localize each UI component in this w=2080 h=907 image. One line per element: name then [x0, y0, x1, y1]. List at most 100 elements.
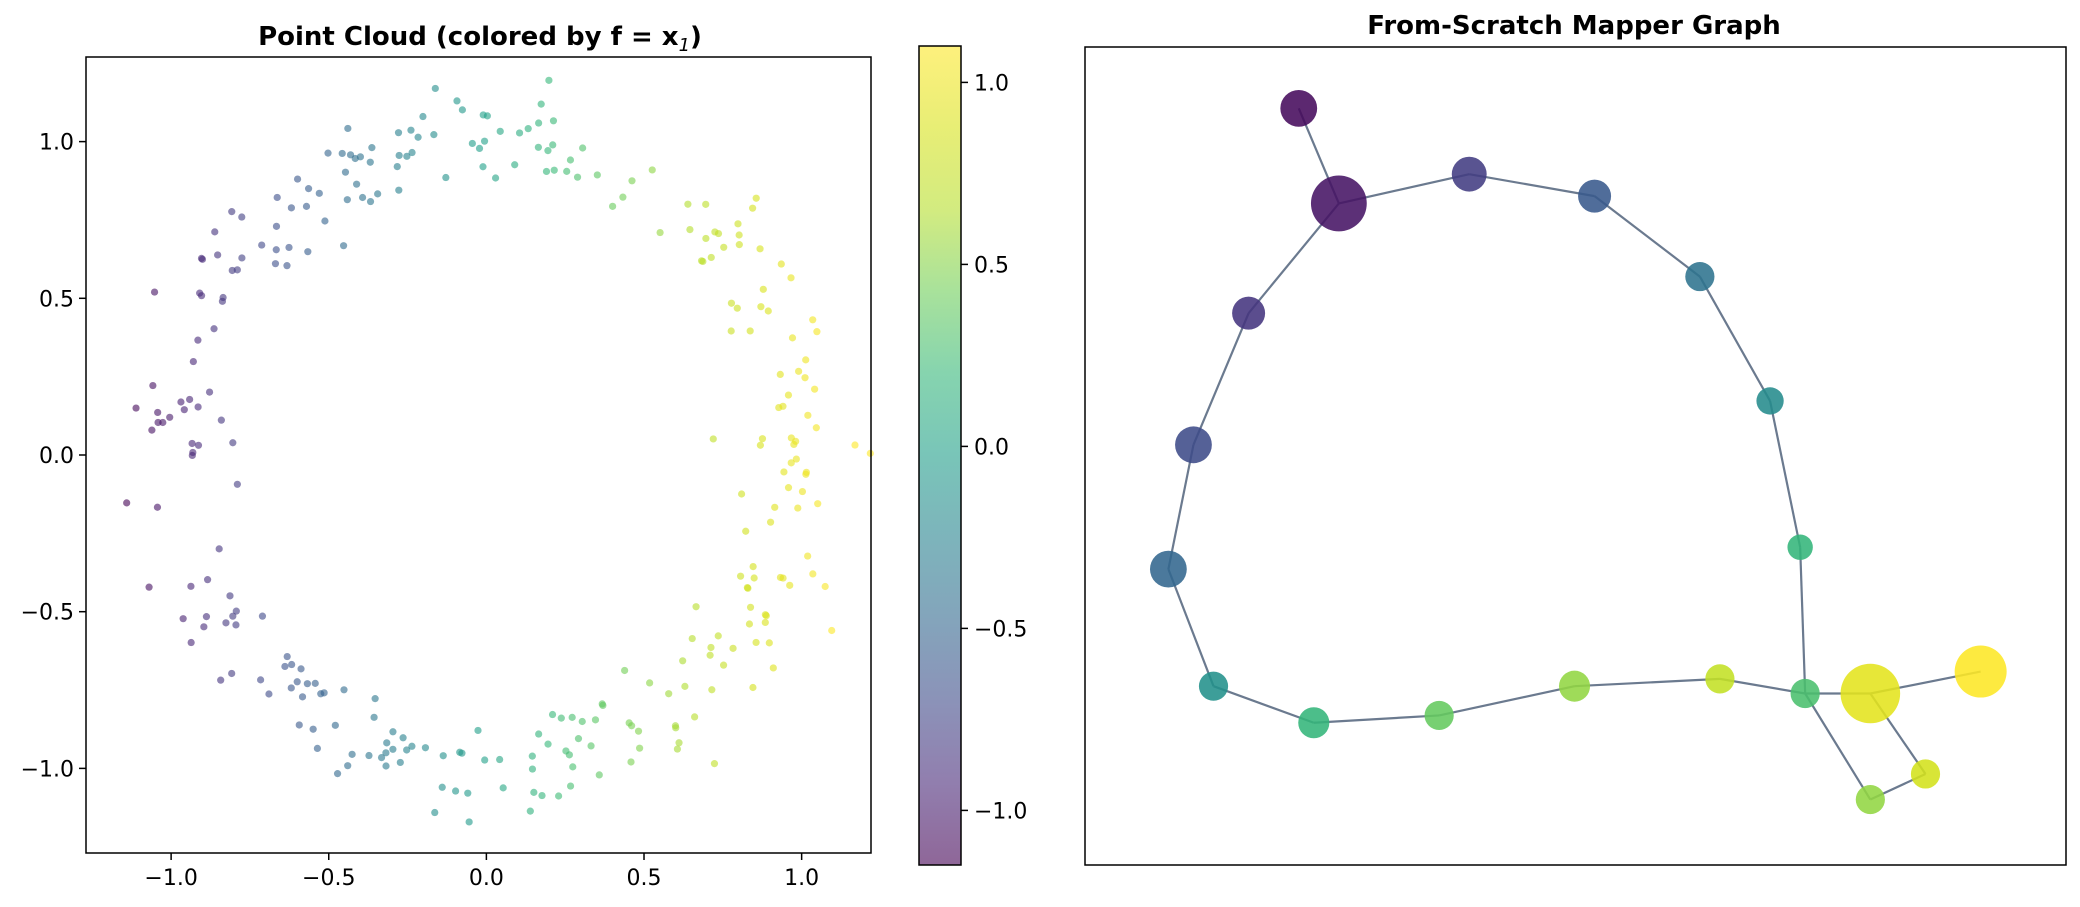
y-tick-label: 0.0	[39, 444, 74, 469]
scatter-point	[758, 435, 767, 443]
mapper-node	[1705, 664, 1735, 694]
scatter-point	[333, 770, 342, 778]
mapper-edge	[1593, 195, 1701, 278]
scatter-point	[179, 615, 187, 623]
mapper-edge	[1192, 312, 1250, 446]
scatter-point	[287, 204, 295, 212]
scatter-point	[491, 174, 500, 182]
scatter-point	[481, 756, 489, 764]
mapper-edge	[1213, 685, 1315, 724]
scatter-point	[324, 149, 332, 157]
scatter-point	[414, 133, 422, 141]
x-tick-label: −0.5	[302, 866, 355, 891]
mapper-title: From-Scratch Mapper Graph	[1367, 11, 1781, 41]
scatter-point	[344, 124, 352, 133]
scatter-point	[217, 416, 225, 424]
scatter-point	[419, 112, 427, 121]
scatter-point	[780, 468, 788, 476]
scatter-point	[709, 435, 717, 443]
scatter-point	[784, 391, 793, 399]
scatter-point	[627, 758, 635, 766]
mapper-node	[1280, 89, 1318, 127]
mapper-node	[1685, 261, 1715, 292]
scatter-point	[710, 760, 719, 768]
scatter-point	[538, 791, 546, 800]
scatter-point	[544, 740, 552, 748]
scatter-point	[317, 690, 325, 698]
scatter-point	[287, 684, 295, 692]
scatter-point	[528, 752, 536, 760]
scatter-point	[258, 612, 267, 620]
scatter-point	[802, 470, 810, 478]
scatter-point	[229, 612, 237, 620]
scatter-point	[619, 193, 627, 201]
scatter-point	[711, 228, 719, 236]
scatter-point	[148, 426, 156, 434]
scatter-point	[609, 202, 617, 210]
scatter-point	[298, 693, 307, 701]
scatter-point	[150, 288, 159, 296]
scatter-point	[809, 316, 817, 324]
scatter-point	[702, 234, 710, 243]
scatter-point	[749, 683, 757, 692]
scatter-point	[238, 213, 246, 221]
scatter-point	[200, 623, 208, 631]
scatter-point	[313, 744, 322, 753]
scatter-point	[587, 742, 595, 750]
mapper-node	[1855, 784, 1885, 815]
scatter-point	[479, 163, 487, 171]
scatter-point	[395, 186, 403, 194]
scatter-point	[408, 148, 416, 157]
scatter-point	[288, 660, 296, 669]
scatter-point	[374, 190, 382, 198]
scatter-point	[343, 196, 351, 204]
scatter-point	[395, 151, 403, 160]
scatter-point	[166, 413, 174, 421]
colorbar-gradient	[919, 46, 961, 865]
scatter-point	[794, 504, 802, 512]
mapper-edge	[1313, 714, 1440, 724]
scatter-point	[203, 576, 212, 584]
scatter-point	[439, 752, 447, 760]
y-tick-label: 0.5	[39, 287, 74, 312]
mapper-node	[1232, 296, 1266, 330]
scatter-point	[382, 749, 390, 757]
scatter-point	[194, 441, 203, 449]
mapper-edge	[1574, 677, 1720, 688]
scatter-title: Point Cloud (colored by f = x1)	[258, 22, 702, 56]
scatter-point	[232, 607, 240, 615]
scatter-point	[769, 664, 777, 672]
scatter-point	[496, 755, 504, 764]
scatter-point	[787, 274, 795, 282]
scatter-point	[745, 620, 754, 628]
scatter-point	[562, 747, 570, 755]
scatter-point	[273, 193, 281, 202]
scatter-point	[233, 480, 241, 488]
scatter-point	[338, 149, 346, 158]
scatter-point	[549, 117, 558, 125]
colorbar-frame	[918, 45, 962, 866]
scatter-point	[499, 784, 507, 792]
scatter-point	[802, 356, 810, 364]
y-tick-label: −0.5	[21, 601, 74, 626]
scatter-point	[764, 307, 772, 315]
mapper-edge	[1438, 685, 1575, 717]
scatter-point	[766, 518, 775, 526]
mapper-edge	[1167, 444, 1195, 570]
colorbar: 1.0 0.5 0.0 −0.5 −1.0	[918, 45, 1027, 866]
scatter-point	[679, 657, 687, 665]
scatter-point	[719, 661, 728, 669]
scatter-point	[304, 248, 312, 256]
scatter-point	[258, 241, 266, 249]
scatter-point	[735, 231, 743, 239]
scatter-point	[295, 721, 303, 729]
scatter-point	[548, 710, 557, 719]
scatter-point	[746, 327, 754, 335]
scatter-point	[636, 744, 644, 752]
scatter-point	[479, 111, 487, 119]
scatter-point	[568, 713, 576, 721]
scatter-point	[688, 634, 696, 643]
scatter-y-axis: −1.0 −0.5 0.0 0.5 1.0	[21, 131, 86, 782]
scatter-point	[393, 162, 401, 171]
